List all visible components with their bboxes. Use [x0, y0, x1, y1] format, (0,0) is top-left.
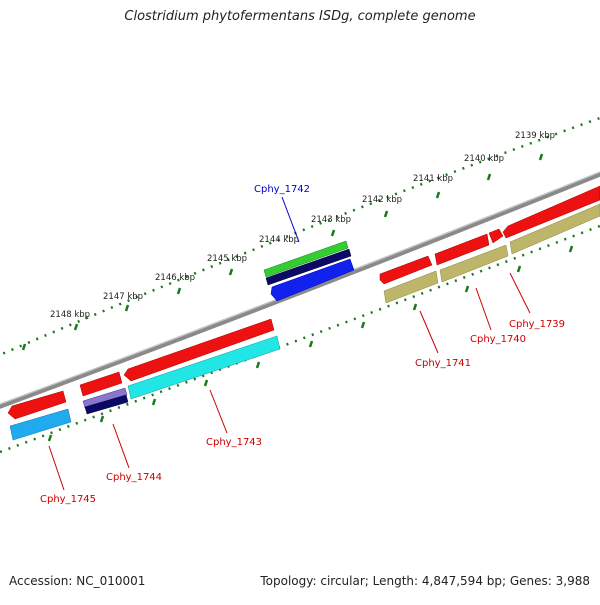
- gene-label-cphy-1740: Cphy_1740: [470, 334, 526, 345]
- gene-cphy-1742-blue: [270, 258, 355, 302]
- gene-cphy-1741-forward: [379, 255, 433, 285]
- gene-features: [7, 185, 600, 441]
- genome-backbone: [0, 171, 600, 409]
- callout-cphy-1740: [475, 287, 492, 331]
- map-title: Clostridium phytofermentans ISDg, comple…: [124, 9, 476, 24]
- track-cphy-1739-olive: [509, 203, 600, 255]
- scale-label-2148: 2148 kbp: [50, 310, 90, 320]
- scale-label-2140: 2140 kbp: [464, 154, 504, 164]
- gene-cphy-1745-forward: [7, 390, 67, 420]
- scale-label-2139: 2139 kbp: [515, 131, 555, 141]
- callout-cphy-1745: [48, 445, 65, 491]
- gene-cphy-1743-forward: [123, 318, 275, 382]
- scale-label-2147: 2147 kbp: [103, 292, 143, 302]
- outer-scale-track: [0, 116, 600, 357]
- track-cphy-1743-cyan: [127, 335, 281, 400]
- track-cphy-1744-navy: [84, 394, 129, 415]
- genome-summary-text: Topology: circular; Length: 4,847,594 bp…: [260, 574, 590, 588]
- callout-cphy-1742: [281, 196, 300, 243]
- gene-label-cphy-1742: Cphy_1742: [254, 184, 310, 195]
- inner-scale-track: [0, 224, 600, 454]
- track-cphy-1745-cyan: [9, 408, 72, 441]
- gene-label-cphy-1739: Cphy_1739: [509, 319, 565, 330]
- scale-label-2143: 2143 kbp: [311, 215, 351, 225]
- track-cphy-1744-purple: [82, 387, 128, 409]
- track-cphy-1741-olive: [383, 270, 439, 304]
- gene-labels: Cphy_1739 Cphy_1740 Cphy_1741 Cphy_1742 …: [40, 184, 565, 505]
- gene-callouts: [48, 196, 531, 491]
- gene-cphy-1742-navy: [265, 248, 352, 286]
- outer-major-ticks: [21, 153, 544, 351]
- gene-label-cphy-1743: Cphy_1743: [206, 437, 262, 448]
- callout-cphy-1741: [419, 310, 439, 354]
- track-cphy-1740-olive: [439, 244, 509, 283]
- callout-cphy-1744: [112, 423, 130, 469]
- scale-label-2145: 2145 kbp: [207, 254, 247, 264]
- gene-cphy-1740-forward: [434, 233, 490, 266]
- scale-label-2144: 2144 kbp: [259, 235, 299, 245]
- callout-cphy-1739: [509, 272, 531, 314]
- scale-label-2141: 2141 kbp: [413, 174, 453, 184]
- gene-cphy-1739-forward: [502, 185, 600, 239]
- gene-cphy-1740-forward-small: [488, 228, 504, 244]
- gene-label-cphy-1741: Cphy_1741: [415, 358, 471, 369]
- gene-label-cphy-1744: Cphy_1744: [106, 472, 162, 483]
- scale-labels: 2139 kbp 2140 kbp 2141 kbp 2142 kbp 2143…: [50, 131, 555, 320]
- gene-label-cphy-1745: Cphy_1745: [40, 494, 96, 505]
- scale-label-2146: 2146 kbp: [155, 273, 195, 283]
- gene-cphy-1744-forward: [79, 371, 123, 397]
- inner-major-ticks: [47, 245, 574, 442]
- scale-label-2142: 2142 kbp: [362, 195, 402, 205]
- gene-cphy-1742-green: [263, 240, 349, 278]
- accession-text: Accession: NC_010001: [9, 574, 146, 588]
- callout-cphy-1743: [209, 389, 228, 434]
